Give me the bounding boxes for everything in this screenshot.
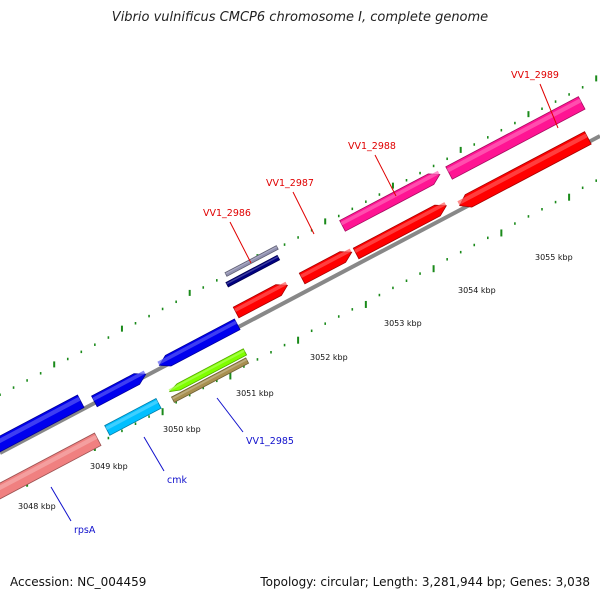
scale-label: 3051 kbp [236, 389, 274, 398]
label-leader [292, 191, 315, 235]
scale-label: 3049 kbp [90, 462, 128, 471]
label-leaders [50, 83, 559, 522]
gene-feature-highlight [225, 246, 278, 275]
gene-feature-highlight [105, 400, 159, 430]
scale-label: 3048 kbp [18, 502, 56, 511]
scale-label: 3055 kbp [535, 253, 573, 262]
gene-feature-highlight [300, 248, 352, 278]
label-leader [229, 221, 252, 264]
gene-feature [91, 373, 147, 408]
map-title: Vibrio vulnificus CMCP6 chromosome I, co… [111, 10, 489, 25]
gene-label: VV1_2986 [203, 208, 251, 219]
scale-label: 3050 kbp [163, 425, 201, 434]
label-leader [50, 486, 72, 522]
gene-label: VV1_2987 [266, 178, 314, 189]
gene-feature-highlight [168, 349, 245, 392]
label-leader [143, 436, 165, 472]
scale-label: 3053 kbp [384, 319, 422, 328]
scale-label: 3054 kbp [458, 286, 496, 295]
gene-label: cmk [167, 475, 187, 486]
gene-label: VV1_2985 [246, 436, 294, 447]
label-leader [539, 83, 559, 129]
label-leader [374, 154, 397, 197]
accession-label: Accession: NC_004459 [10, 575, 147, 589]
topology-label: Topology: circular; Length: 3,281,944 bp… [260, 575, 590, 589]
gene-feature-highlight [0, 435, 98, 491]
gene-feature-highlight [340, 170, 440, 226]
gene-feature-highlight [234, 281, 288, 312]
gene-feature-highlight [92, 370, 146, 401]
label-leader [216, 397, 244, 433]
gene-feature-highlight [457, 133, 588, 205]
gene-feature-highlight [0, 396, 81, 444]
gene-label: VV1_2988 [348, 141, 396, 152]
label-texts: 3048 kbp 3049 kbp 3050 kbp 3051 kbp 3052 kbp… [18, 70, 573, 536]
gene-feature-highlight [354, 202, 447, 253]
scale-label: 3052 kbp [310, 353, 348, 362]
gene-feature-highlight [172, 358, 248, 400]
gene-feature [232, 284, 289, 319]
gene-feature-highlight [446, 98, 582, 173]
gene-features [0, 96, 592, 500]
gene-label: VV1_2989 [511, 70, 559, 81]
gene-feature-highlight [157, 320, 237, 365]
gene-label: rpsA [74, 525, 96, 536]
gene-feature-highlight [226, 256, 279, 285]
